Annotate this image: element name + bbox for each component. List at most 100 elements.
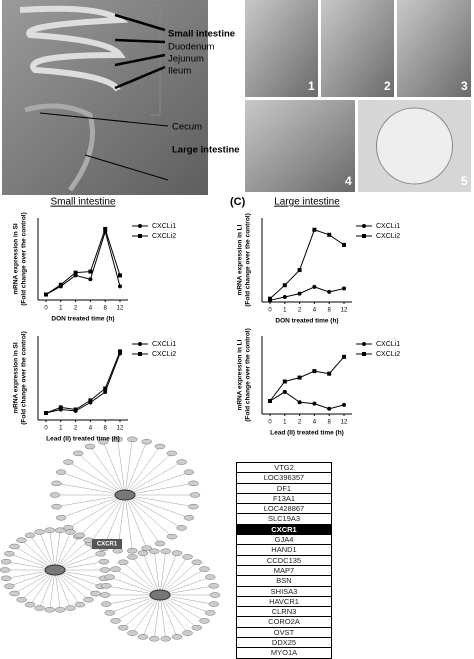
network-node [183,515,195,521]
gene-item: BSN [237,576,331,587]
network-edge [54,530,61,571]
legend-label: CXCLi2 [152,351,176,358]
network-edge [124,494,190,518]
data-point [58,282,63,287]
y-axis-label: (Fold change over the control) [21,331,28,425]
network-node [182,554,193,560]
network-node [83,537,94,543]
data-point [327,289,332,294]
network-node [4,551,15,557]
network-edge [132,594,161,634]
network-node [51,503,62,510]
network-hub-box [92,539,122,549]
petri-dish [376,107,453,185]
network-edge [142,553,161,596]
network-node [208,601,219,607]
network-edge [159,594,178,637]
network-node [84,443,96,450]
x-axis-label: Lead (II) treated time (h) [46,436,120,443]
x-tick-label: 4 [89,306,93,312]
network-node [55,469,67,475]
network-node [44,527,55,533]
x-axis-label: DON treated time (h) [275,318,338,325]
network-node [205,610,216,616]
network-node [72,450,84,457]
network-edge [159,594,197,628]
step-number: 1 [308,79,315,93]
network-node [98,439,109,445]
x-tick-label: 4 [89,426,93,432]
network-node [183,469,195,475]
network-node [154,443,166,450]
network-edge [132,556,161,596]
network-node [65,605,76,611]
x-tick-label: 8 [328,420,332,426]
network-edge [21,540,56,571]
legend-marker [362,224,366,228]
network-node [101,583,112,589]
series-line [269,229,345,300]
y-axis-label: mRNA expression in SI [13,223,20,294]
network-node [166,533,178,540]
step-number: 4 [345,174,352,188]
gene-list: VTG2 LOC396357 DF1 F13A1 LOC428867 SLC19A3 CXC… [236,462,332,659]
y-axis-label: (Fold change over the control) [21,212,28,306]
network-node [99,567,111,573]
network-edge [103,441,126,496]
x-tick-label: 4 [313,308,317,314]
network-edge [21,569,56,600]
chart-title: Small intestine [50,197,115,208]
network-node [4,583,15,589]
gene-item: MYO1A [270,648,298,658]
gene-item: LOC428867 [237,504,331,515]
network-edge [124,441,147,496]
network-node [171,550,183,556]
procedure-photos: 1 2 3 4 5 [245,0,471,192]
network-node [51,480,62,487]
network-node [160,636,171,642]
y-axis-label: mRNA expression in LI [237,224,244,295]
data-point [58,405,63,410]
intestine-shape [19,5,129,92]
network-edge [78,453,126,496]
network-edge [124,439,133,496]
bracket [150,4,161,116]
data-point [73,407,78,412]
network-node [199,566,210,572]
network-node [34,605,45,611]
network-edge [159,594,205,622]
network-edge [159,556,188,596]
network-node [110,618,121,624]
network-edge [124,472,190,496]
x-tick-label: 0 [44,426,48,432]
x-tick-label: 8 [104,426,108,432]
legend-label: CXCLi1 [152,223,176,230]
step-number: 3 [461,79,468,93]
x-tick-label: 1 [283,420,287,426]
photo [321,0,394,97]
network-node [182,630,193,636]
x-tick-label: 12 [117,306,124,312]
network-node [127,630,138,636]
data-point [297,400,302,405]
x-axis-label: DON treated time (h) [51,316,114,323]
x-tick-label: 2 [74,426,78,432]
network-edge [124,446,161,496]
network-node [24,532,36,539]
data-point [103,390,108,394]
gene-item: DF1 [237,484,331,494]
step-number: 5 [461,174,468,188]
network-node [166,450,178,457]
photo [245,100,355,192]
network-edge [29,569,56,605]
network-edge [89,494,126,544]
data-point [118,349,122,354]
gene-item: VTG2 [237,463,331,474]
network-node [141,439,152,445]
network-node [191,624,203,631]
data-point [342,402,346,407]
x-tick-label: 1 [283,308,287,314]
x-tick-label: 2 [74,306,78,312]
x-tick-label: 12 [341,308,348,314]
